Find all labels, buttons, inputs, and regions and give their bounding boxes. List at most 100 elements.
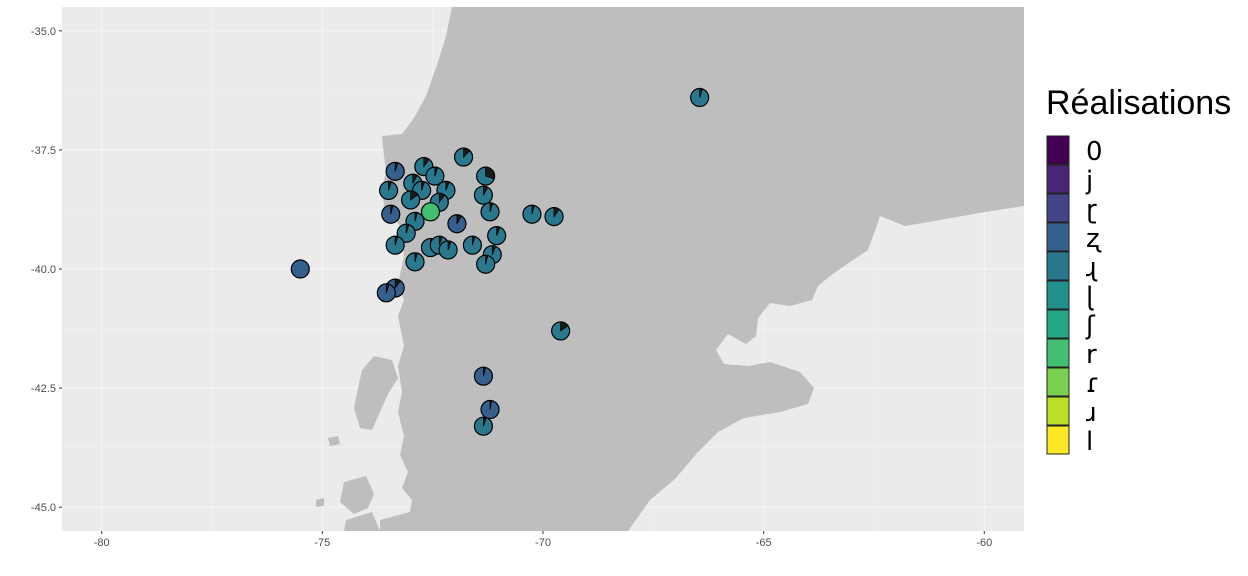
legend-key <box>1046 135 1070 165</box>
legend-label: ʐ <box>1086 224 1102 254</box>
pie-slice-minor <box>491 245 497 255</box>
legend-label: ɾ <box>1086 369 1100 399</box>
pie-slice-minor <box>471 235 476 246</box>
legend-key <box>1046 164 1070 194</box>
x-tick-label: -60 <box>976 537 992 549</box>
pie-slice-minor <box>489 202 494 212</box>
x-tick-label: -65 <box>756 537 772 549</box>
south-america-mainland <box>380 7 1024 531</box>
legend-key <box>1046 396 1070 426</box>
pie-slice-minor <box>385 283 390 293</box>
x-tick-label: -75 <box>314 537 330 549</box>
pie-marker <box>447 214 467 234</box>
pie-slice-minor <box>531 204 535 215</box>
pie-slice-minor <box>553 207 560 218</box>
pie-slice-minor <box>394 161 399 172</box>
pie-slice-minor <box>423 157 430 168</box>
pie-marker <box>396 223 416 243</box>
chiloe-island <box>354 356 398 430</box>
pie-marker <box>438 240 458 260</box>
pie-marker <box>473 366 494 386</box>
guaitecas-islands <box>340 476 374 514</box>
pie-marker <box>487 226 507 246</box>
pie-marker <box>453 147 474 167</box>
pie-marker <box>462 235 482 255</box>
legend-key <box>1046 251 1070 281</box>
pie-slice-minor <box>414 211 418 222</box>
legend-label: j <box>1085 166 1093 196</box>
pie-slice-minor <box>394 235 399 246</box>
pie-slice-minor <box>483 366 487 377</box>
legend-key <box>1046 338 1070 368</box>
pie-marker <box>480 202 500 222</box>
pie-marker <box>476 254 496 274</box>
legend-label: l <box>1086 427 1093 457</box>
pie-marker <box>690 87 710 108</box>
pie-slice-minor <box>560 321 569 332</box>
pie-slice-minor <box>388 180 392 191</box>
pie-slice-minor <box>447 240 452 251</box>
pie-slice-minor <box>445 180 450 191</box>
pie-marker <box>476 166 496 186</box>
pie-marker <box>473 185 494 205</box>
pie-slice-minor <box>394 278 402 290</box>
legend-label: ɽ <box>1086 195 1097 225</box>
legend-key <box>1046 280 1070 310</box>
legend-key <box>1046 309 1070 339</box>
pie-slice-main <box>290 259 310 279</box>
y-tick-label: -42.5 <box>31 383 56 395</box>
pie-slice-minor <box>485 254 489 265</box>
y-tick-label: -45.0 <box>31 502 56 514</box>
legend-label: ɹ <box>1086 398 1097 428</box>
pie-marker <box>401 190 421 210</box>
pie-marker <box>290 259 310 279</box>
legend-title: Réalisations <box>1046 84 1231 122</box>
pie-slice-minor <box>438 192 446 204</box>
pie-marker <box>425 166 445 186</box>
small-island-b <box>316 498 324 507</box>
pie-slice-minor <box>489 400 493 410</box>
y-tick-label: -35.0 <box>31 26 56 38</box>
pie-markers <box>290 87 710 436</box>
small-island-a <box>328 436 340 446</box>
pie-slice-minor <box>405 223 410 234</box>
pie-slice-minor <box>483 185 489 196</box>
land-masses <box>316 7 1024 531</box>
chonos-islands <box>344 512 380 531</box>
pie-slice-main <box>420 202 441 222</box>
pie-marker <box>544 207 564 227</box>
pie-slice-minor <box>463 147 471 159</box>
pie-slice-minor <box>414 252 418 262</box>
pie-marker <box>480 399 500 420</box>
pie-marker <box>473 416 494 436</box>
x-tick-label: -80 <box>94 537 110 549</box>
legend-key <box>1046 425 1070 455</box>
legend-key <box>1046 367 1070 397</box>
pie-slice-minor <box>456 214 462 224</box>
legend-label: ɻ <box>1086 253 1098 283</box>
pie-marker <box>522 204 542 224</box>
x-tick-label: -70 <box>535 537 551 549</box>
legend-label: ʃ <box>1085 311 1096 341</box>
legend-key <box>1046 193 1070 223</box>
pie-slice-minor <box>483 416 487 427</box>
axes: -80 -75 -70 -65 -60 -35.0 -37.5 -40.0 -42.5 -45.0 <box>31 26 992 549</box>
legend-label: 0 <box>1086 137 1103 167</box>
legend-label: r <box>1086 340 1097 370</box>
pie-marker <box>381 204 401 224</box>
legend-label: ɭ <box>1086 282 1094 312</box>
pie-marker <box>420 202 441 222</box>
pie-marker <box>376 283 396 303</box>
pie-slice-minor <box>421 180 425 191</box>
pie-marker <box>378 180 399 200</box>
pie-slice-minor <box>496 226 501 236</box>
pie-slice-minor <box>390 204 394 215</box>
pie-marker <box>405 252 425 272</box>
pie-slice-minor <box>438 235 443 246</box>
pie-marker <box>385 235 405 255</box>
y-tick-label: -40.0 <box>31 264 56 276</box>
pie-slice-minor <box>410 190 419 201</box>
pie-slice-minor <box>412 173 418 184</box>
